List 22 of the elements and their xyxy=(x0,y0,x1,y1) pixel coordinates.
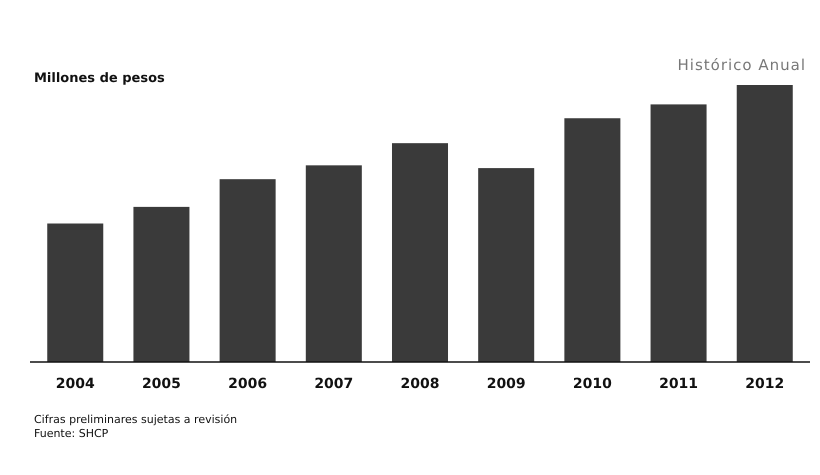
x-tick-label: 2005 xyxy=(142,376,181,392)
source-note: Fuente: SHCP xyxy=(34,427,109,440)
x-tick-label: 2004 xyxy=(56,376,95,392)
y-axis-title: Millones de pesos xyxy=(34,71,166,86)
x-tick-label: 2006 xyxy=(228,376,268,392)
bar xyxy=(306,165,362,362)
x-tick-label: 2010 xyxy=(572,376,612,392)
bar xyxy=(564,118,620,362)
bar xyxy=(650,104,707,362)
x-tick-label: 2011 xyxy=(659,376,698,392)
bar xyxy=(392,143,448,362)
x-tick-label: 2008 xyxy=(400,376,440,392)
bar xyxy=(736,85,793,362)
bar xyxy=(47,224,104,362)
x-tick-label: 2007 xyxy=(314,376,354,392)
x-tick-label: 2012 xyxy=(745,376,784,392)
bar xyxy=(220,179,276,362)
text: Cifras preliminares sujetas a revisión xyxy=(34,413,238,426)
chart-title: Histórico Anual xyxy=(678,56,806,74)
bar xyxy=(478,168,534,362)
x-tick-label: 2009 xyxy=(486,376,526,392)
bar xyxy=(133,206,190,362)
